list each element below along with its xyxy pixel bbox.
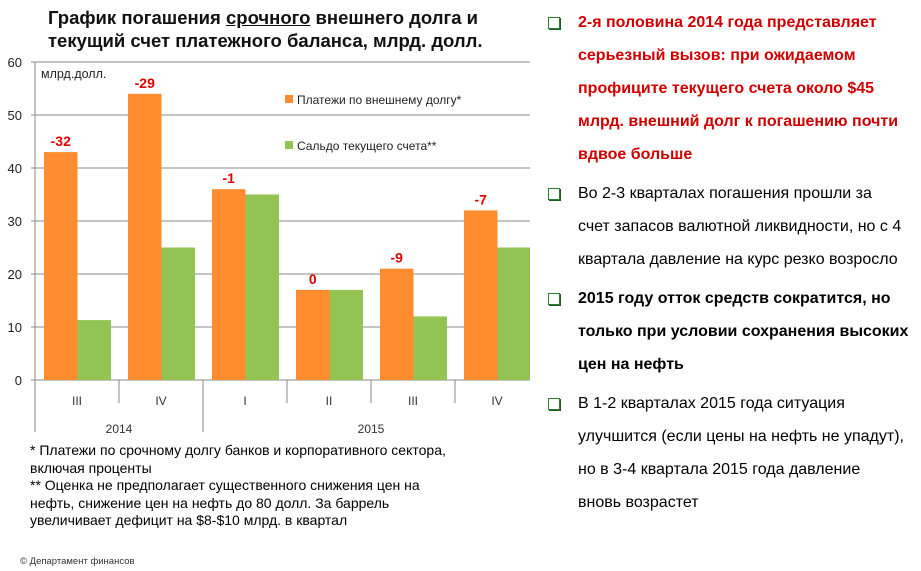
bullet-line: только при условии сохранения высоких — [578, 323, 909, 340]
bullet-line: серьезный вызов: при ожидаемом — [578, 47, 856, 64]
bullet-line: В 1-2 кварталах 2015 года ситуация — [578, 395, 845, 412]
bullet-line: цен на нефть — [578, 356, 684, 373]
data-label: -1 — [223, 170, 236, 186]
bullet-item: Во 2-3 кварталах погашения прошли за счет… — [548, 177, 920, 276]
bar-current-account — [329, 289, 363, 380]
footnote-line: включая проценты — [30, 459, 152, 476]
x-tick-label: IV — [491, 394, 502, 408]
y-tick-label: 20 — [8, 267, 22, 282]
data-label: -9 — [391, 250, 404, 266]
data-label: 0 — [309, 271, 317, 287]
x-tick-label: I — [243, 394, 246, 408]
bar-current-account — [413, 316, 447, 380]
bar-payments — [44, 152, 78, 380]
title-line2: текущий счет платежного баланса, млрд. д… — [48, 30, 483, 51]
footnote-line: * Платежи по срочному долгу банков и кор… — [30, 442, 446, 458]
chart-title: График погашения срочного внешнего долга… — [48, 6, 483, 52]
legend-label: Платежи по внешнему долгу* — [297, 93, 462, 107]
bullet-line: 2-я половина 2014 года представляет — [578, 14, 877, 31]
x-group-label: 2015 — [358, 422, 385, 436]
bar-current-account — [77, 320, 111, 380]
legend-swatch — [285, 141, 293, 149]
y-tick-label: 40 — [8, 161, 22, 176]
checkbox-bullet-icon — [548, 17, 560, 29]
bullet-item: 2015 году отток средств сократится, но то… — [548, 282, 920, 381]
bullet-line: но в 3-4 квартала 2015 года давление — [578, 461, 861, 478]
bar-payments — [464, 210, 498, 380]
data-label: -29 — [135, 75, 155, 91]
bullet-line: Во 2-3 кварталах погашения прошли за — [578, 185, 872, 202]
bullet-line: квартала давление на курс резко возросло — [578, 251, 898, 268]
x-tick-label: III — [408, 394, 418, 408]
footnotes: * Платежи по срочному долгу банков и кор… — [30, 442, 510, 530]
checkbox-bullet-icon — [548, 188, 560, 200]
footnote-line: ** Оценка не предполагает существенного … — [30, 477, 420, 493]
footnote-line: увеличивает дефицит на $8-$10 млрд. в кв… — [30, 512, 348, 528]
bar-current-account — [497, 247, 530, 380]
bullet-item: 2-я половина 2014 года представляет серье… — [548, 6, 920, 171]
title-underlined: срочного — [226, 7, 311, 28]
x-tick-label: IV — [155, 394, 166, 408]
copyright: © Департамент финансов — [20, 556, 135, 567]
legend-label: Сальдо текущего счета** — [297, 139, 437, 153]
x-tick-label: III — [72, 394, 82, 408]
bullet-line: вновь возрастет — [578, 494, 699, 511]
bar-current-account — [161, 247, 195, 380]
checkbox-bullet-icon — [548, 293, 560, 305]
data-label: -32 — [51, 133, 71, 149]
bullet-line: вдвое больше — [578, 146, 693, 163]
bar-current-account — [245, 194, 279, 380]
data-label: -7 — [475, 191, 488, 207]
y-tick-label: 10 — [8, 320, 22, 335]
y-tick-label: 50 — [8, 108, 22, 123]
bullet-line: счет запасов валютной ликвидности, но с … — [578, 218, 902, 235]
bar-payments — [296, 289, 330, 380]
bar-chart: 0 10 20 30 40 50 60 млрд.долл. -32 III -29 IV -1 I 0 II… — [8, 55, 530, 436]
bar-payments — [128, 93, 162, 381]
legend-swatch — [285, 95, 293, 103]
bar-payments — [380, 268, 414, 380]
y-tick-label: 60 — [8, 55, 22, 70]
x-tick-label: II — [326, 394, 333, 408]
title-text: График погашения — [48, 7, 226, 28]
y-tick-label: 0 — [15, 373, 22, 388]
bullet-line: профиците текущего счета около $45 — [578, 80, 875, 97]
bullet-line: 2015 году отток средств сократится, но — [578, 290, 891, 307]
y-tick-label: 30 — [8, 214, 22, 229]
footnote-line: нефть, снижение цен на нефть до 80 долл.… — [30, 494, 390, 511]
bullet-line: улучшится (если цены на нефть не упадут)… — [578, 428, 904, 445]
bullet-list: 2-я половина 2014 года представляет серье… — [548, 6, 920, 525]
x-group-label: 2014 — [106, 422, 133, 436]
checkbox-bullet-icon — [548, 398, 560, 410]
bullet-line: млрд. внешний долг к погашению почти — [578, 113, 899, 130]
unit-label: млрд.долл. — [41, 67, 106, 81]
bullet-item: В 1-2 кварталах 2015 года ситуация улучши… — [548, 387, 920, 519]
title-text: внешнего долга и — [310, 7, 479, 28]
bar-payments — [212, 189, 246, 380]
